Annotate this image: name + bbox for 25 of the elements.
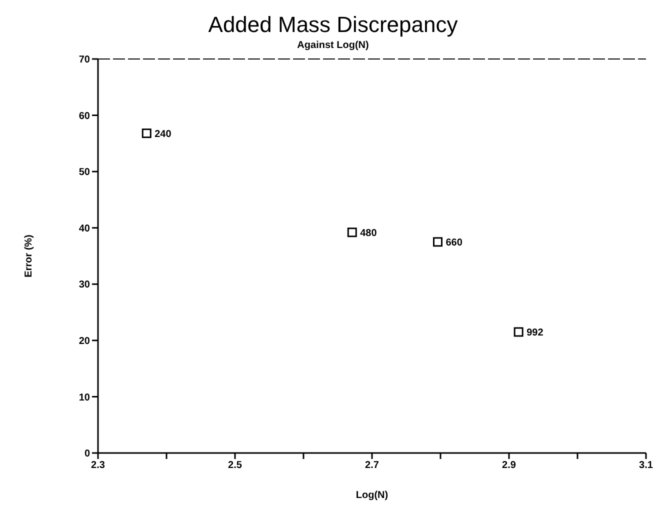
point (142, 128, 152, 138)
annotation: 992 (526, 328, 544, 339)
y-tick-label: 30 (78, 280, 90, 291)
annotation: 660 (446, 237, 463, 248)
x-tick-label: 2.9 (502, 460, 516, 472)
y-tick-label: 50 (78, 167, 90, 178)
annotation: 480 (360, 228, 378, 239)
y-axis-title: Error (%) (24, 234, 35, 278)
y-tick-label: 0 (84, 448, 90, 460)
y-tick-label: 70 (78, 54, 90, 66)
y-tick-label: 40 (78, 223, 90, 234)
x-tick-label: 3.1 (639, 460, 654, 472)
x-tick-label: 2.5 (228, 460, 242, 472)
x-tick-label: 2.7 (365, 460, 380, 472)
annotation: 240 (154, 128, 172, 140)
y-tick-label: 20 (78, 336, 90, 347)
x-tick-label: 2.3 (91, 460, 106, 472)
point (514, 327, 524, 337)
point (433, 237, 443, 247)
x-axis-title: Log(N) (356, 490, 388, 501)
point (347, 228, 357, 238)
y-tick-label: 10 (78, 392, 90, 404)
y-tick-label: 60 (78, 110, 90, 122)
chart-subtitle: Against Log(N) (296, 40, 370, 51)
chart-title: Added Mass Discrepancy (207, 12, 459, 38)
